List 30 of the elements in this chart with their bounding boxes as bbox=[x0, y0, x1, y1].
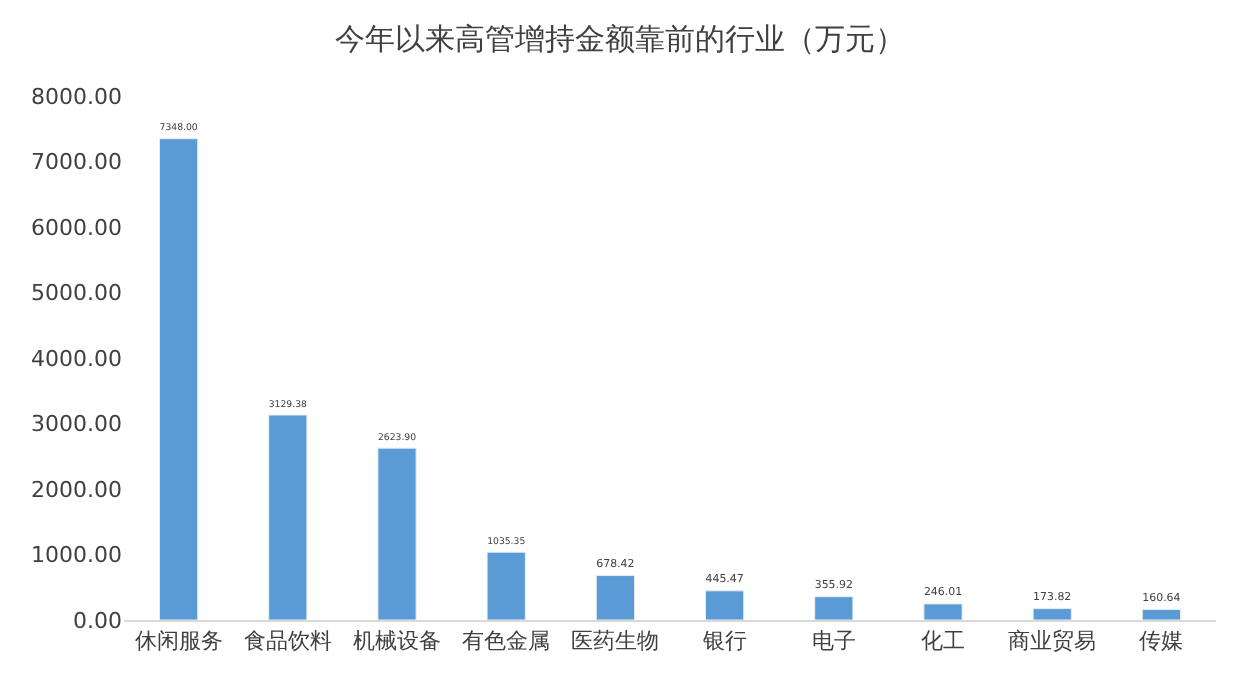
x-tick-label: 电子 bbox=[811, 628, 856, 655]
x-tick-label: 传媒 bbox=[1139, 628, 1184, 655]
y-tick-label: 0.00 bbox=[73, 607, 122, 634]
chart-title: 今年以来高管增持金额靠前的行业（万元） bbox=[335, 20, 905, 57]
bar bbox=[595, 575, 636, 620]
x-tick-label: 化工 bbox=[921, 628, 965, 655]
bar bbox=[814, 596, 854, 620]
y-tick-label: 4000.00 bbox=[31, 345, 122, 372]
y-tick-label: 8000.00 bbox=[31, 83, 122, 110]
bar bbox=[268, 414, 308, 620]
x-tick-label: 医药生物 bbox=[571, 628, 660, 655]
x-tick-label: 银行 bbox=[700, 628, 747, 655]
bar bbox=[486, 551, 526, 620]
bar bbox=[1032, 608, 1072, 620]
y-tick-label: 5000.00 bbox=[31, 280, 122, 307]
x-tick-label: 食品饮料 bbox=[243, 628, 332, 655]
bar bbox=[159, 138, 199, 620]
bar bbox=[705, 590, 745, 620]
y-tick-label: 1000.00 bbox=[31, 542, 122, 569]
y-tick-label: 2000.00 bbox=[31, 476, 122, 503]
y-tick-label: 6000.00 bbox=[31, 214, 122, 241]
bar bbox=[923, 603, 963, 620]
x-tick-label: 商业贸易 bbox=[1008, 628, 1097, 655]
bar bbox=[1141, 608, 1181, 620]
x-tick-label: 机械设备 bbox=[353, 628, 441, 655]
bar bbox=[377, 447, 417, 620]
y-tick-label: 3000.00 bbox=[31, 411, 122, 438]
x-tick-label: 休闲服务 bbox=[134, 628, 223, 655]
x-tick-label: 有色金属 bbox=[462, 628, 551, 655]
y-tick-label: 7000.00 bbox=[31, 149, 122, 176]
